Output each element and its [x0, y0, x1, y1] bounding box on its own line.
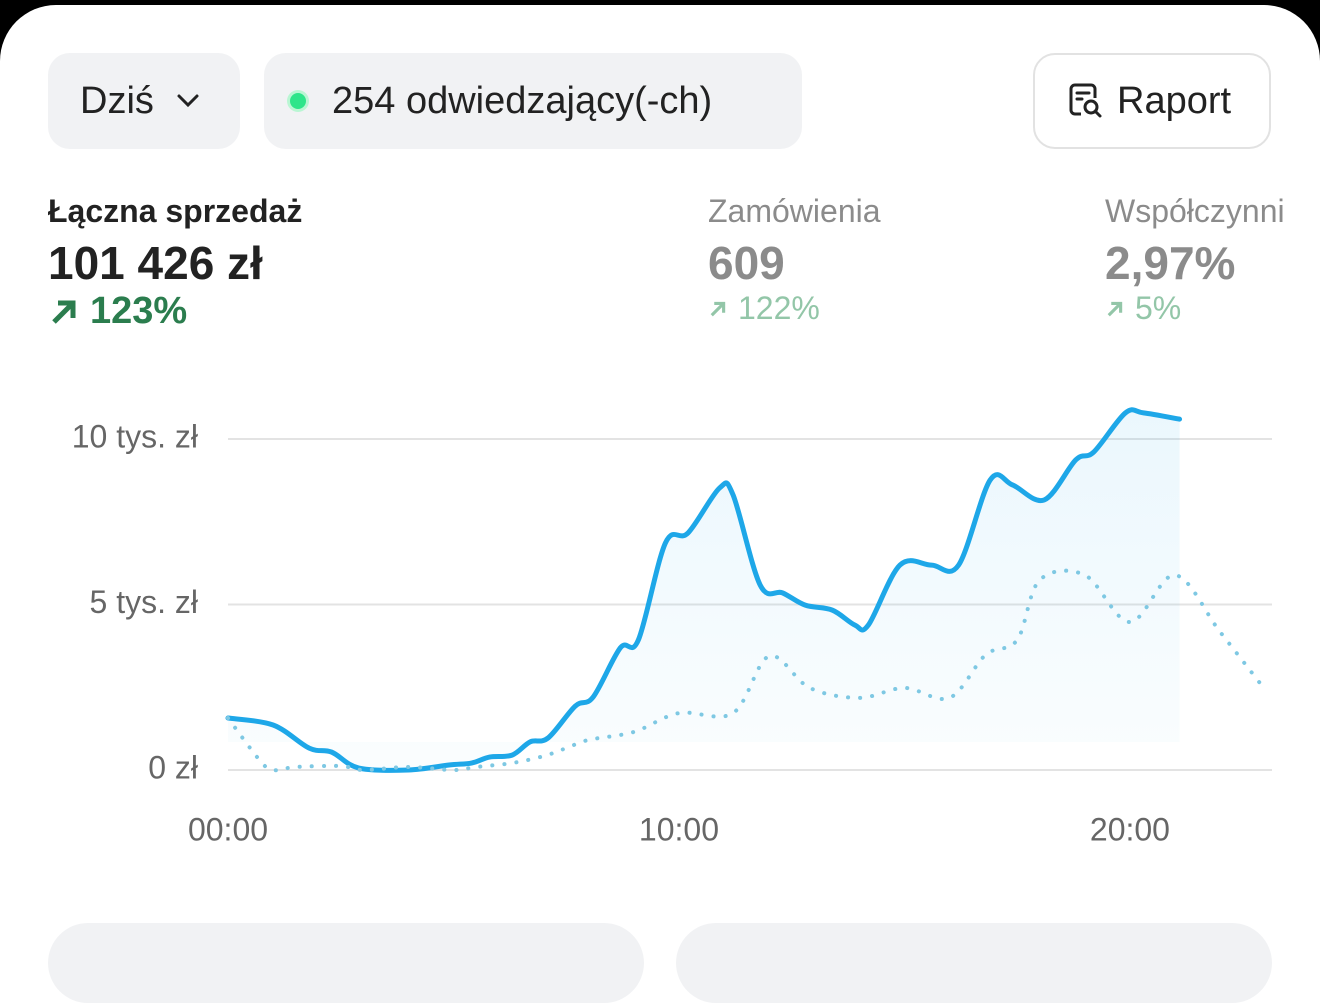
visitors-label: 254 odwiedzający(-ch) [332, 79, 713, 122]
up-arrow [710, 301, 726, 316]
report-label: Raport [1117, 79, 1232, 122]
visitors-pill[interactable]: 254 odwiedzający(-ch) [264, 53, 802, 149]
up-arrow [1107, 301, 1123, 316]
y-tick-label: 5 tys. zł [90, 584, 198, 620]
x-tick-label: 10:00 [639, 811, 719, 847]
metric-label: Łączna sprzedaż [48, 193, 303, 229]
y-tick-label: 10 tys. zł [72, 418, 198, 454]
up-arrow [52, 300, 76, 324]
x-tick-label: 00:00 [188, 811, 268, 847]
x-tick-label: 20:00 [1090, 811, 1170, 847]
bottom-card [48, 923, 644, 1003]
live-dot [287, 90, 309, 112]
metric[interactable]: Zamówienia 609 122% [708, 193, 881, 327]
metric-change: 122% [708, 290, 881, 327]
metric[interactable]: Współczynni 2,97% 5% [1105, 193, 1285, 327]
change-label: 122% [738, 290, 820, 326]
change-label: 5% [1135, 290, 1182, 326]
card: Dziś 254 odwiedzający(-ch) Raport Łączna… [0, 5, 1320, 1005]
report-icon [1069, 83, 1102, 118]
change-label: 123% [90, 290, 188, 332]
line-series [226, 568, 1268, 773]
chart: 0 zł 5 tys. zł 10 tys. zł 00:00 10:00 20:00 [72, 407, 1272, 847]
period-dropdown[interactable]: Dziś [48, 53, 240, 149]
metric-label: Zamówienia [708, 193, 881, 229]
metric-value: 609 [708, 237, 785, 289]
period-label: Dziś [80, 79, 154, 122]
metric-label: Współczynni [1105, 193, 1285, 229]
area-fill [228, 409, 1180, 771]
metric-change: 5% [1105, 290, 1285, 327]
metric-value: 101 426 zł [48, 237, 263, 289]
y-tick-label: 0 zł [148, 749, 198, 785]
page: Dziś 254 odwiedzający(-ch) Raport Łączna… [0, 5, 1320, 1005]
chevron-icon [177, 94, 199, 108]
bottom-card [676, 923, 1272, 1003]
metric[interactable]: Łączna sprzedaż 101 426 zł 123% [48, 193, 302, 333]
metric-value: 2,97% [1105, 237, 1236, 289]
metric-change: 123% [48, 290, 302, 333]
line-series [225, 407, 1183, 773]
report-button[interactable]: Raport [1033, 53, 1271, 149]
